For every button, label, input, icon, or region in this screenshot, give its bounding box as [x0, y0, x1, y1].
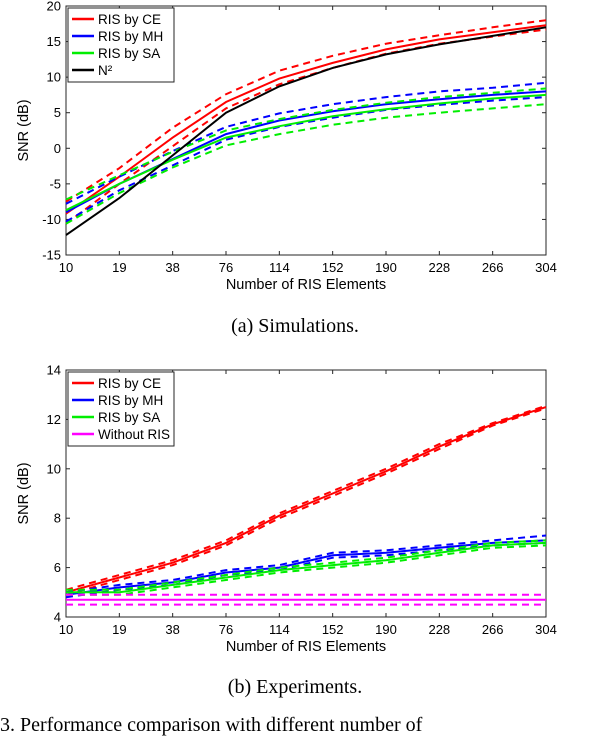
legend-label-ris-by-sa: RIS by SA — [98, 46, 160, 61]
chart-panel-1: 10 19 38 76 114 152 190 228 266 304 -15 -10 -5 0 5 10 15… — [16, 0, 557, 293]
series-line-ris-by-ce — [65, 406, 547, 594]
series-upper-ris-by-sa — [66, 539, 547, 591]
x-tick-label: 152 — [322, 260, 344, 275]
legend-label-ris-by-mh: RIS by MH — [98, 393, 163, 408]
x-tick-label: 76 — [219, 260, 233, 275]
series-line-ris-by-ce — [65, 24, 547, 215]
y-tick-label: 15 — [47, 34, 61, 49]
y-tick-label: 8 — [54, 511, 61, 526]
series-upper-ris-by-ce — [65, 19, 547, 203]
y-tick-label: 10 — [47, 70, 61, 85]
x-tick-label: 304 — [535, 260, 557, 275]
series-upper-ris-by-mh — [65, 534, 547, 594]
y-tick-label: -10 — [42, 212, 61, 227]
series-line-ris-by-sa — [66, 541, 547, 594]
x-tick-label: 266 — [482, 260, 504, 275]
series-lower-ris-by-mh — [65, 541, 547, 599]
y-tick-label: 20 — [47, 0, 61, 14]
x-tick-label: 114 — [269, 622, 290, 637]
x-tick-label: 38 — [165, 622, 179, 637]
series-upper-ris-by-sa — [65, 87, 547, 201]
series-lower-ris-by-mh — [65, 96, 547, 223]
x-tick-label: 10 — [59, 260, 73, 275]
series-line-ris-by-sa — [65, 93, 547, 212]
x-tick-label: 228 — [428, 622, 450, 637]
caption-simulations: (a) Simulations. — [231, 315, 359, 337]
plot-area — [65, 369, 547, 618]
y-axis-label: SNR (dB) — [16, 99, 32, 161]
plot-area — [65, 5, 547, 256]
series-lower-ris-by-sa — [66, 544, 547, 596]
legend-label-n: N² — [98, 63, 113, 78]
series-line-ris-by-mh — [65, 90, 547, 214]
legend: RIS by CE RIS by MH RIS by SA N² — [67, 7, 175, 83]
y-tick-label: -15 — [42, 248, 61, 263]
x-tick-label: 19 — [112, 622, 126, 637]
x-tick-label: 10 — [59, 622, 73, 637]
x-axis-label: Number of RIS Elements — [226, 277, 386, 293]
y-tick-label: 10 — [47, 461, 61, 476]
x-tick-label: 152 — [322, 622, 344, 637]
legend-label-ris-by-sa: RIS by SA — [98, 410, 160, 425]
series-lower-ris-by-ce — [65, 407, 547, 596]
y-tick-label: -5 — [49, 176, 61, 191]
series-upper-ris-by-ce — [65, 404, 547, 591]
x-tick-label: 304 — [535, 622, 557, 637]
legend-label-ris-by-mh: RIS by MH — [98, 29, 163, 44]
y-tick-label: 14 — [47, 363, 61, 378]
y-tick-label: 0 — [54, 141, 61, 156]
x-axis-label: Number of RIS Elements — [226, 639, 386, 655]
series-lower-ris-by-sa — [65, 103, 547, 225]
y-tick-label: 4 — [54, 610, 61, 625]
x-tick-label: 19 — [112, 260, 126, 275]
x-tick-label: 228 — [428, 260, 450, 275]
caption-experiments: (b) Experiments. — [227, 676, 363, 698]
series-line-ris-by-mh — [65, 539, 547, 596]
x-tick-label: 190 — [375, 260, 397, 275]
y-axis-label: SNR (dB) — [16, 462, 32, 524]
chart-panel-2: 10 19 38 76 114 152 190 228 266 304 4 6 8 10 12 14 Numbe… — [16, 363, 557, 656]
x-tick-label: 266 — [482, 622, 504, 637]
x-tick-label: 190 — [375, 622, 397, 637]
y-tick-label: 5 — [54, 105, 61, 120]
x-tick-label: 38 — [165, 260, 179, 275]
x-tick-label: 114 — [269, 260, 290, 275]
y-tick-label: 12 — [47, 412, 61, 427]
figure-caption-partial: 3. Performance comparison with different… — [0, 714, 423, 736]
series-line-n — [65, 26, 547, 236]
legend-label-ris-by-ce: RIS by CE — [98, 376, 161, 391]
legend-label-ris-by-ce: RIS by CE — [98, 12, 161, 27]
y-tick-label: 6 — [54, 560, 61, 575]
legend-label-without-ris: Without RIS — [98, 427, 170, 442]
legend: RIS by CE RIS by MH RIS by SA Without RIS — [67, 371, 175, 447]
x-tick-label: 76 — [219, 622, 233, 637]
